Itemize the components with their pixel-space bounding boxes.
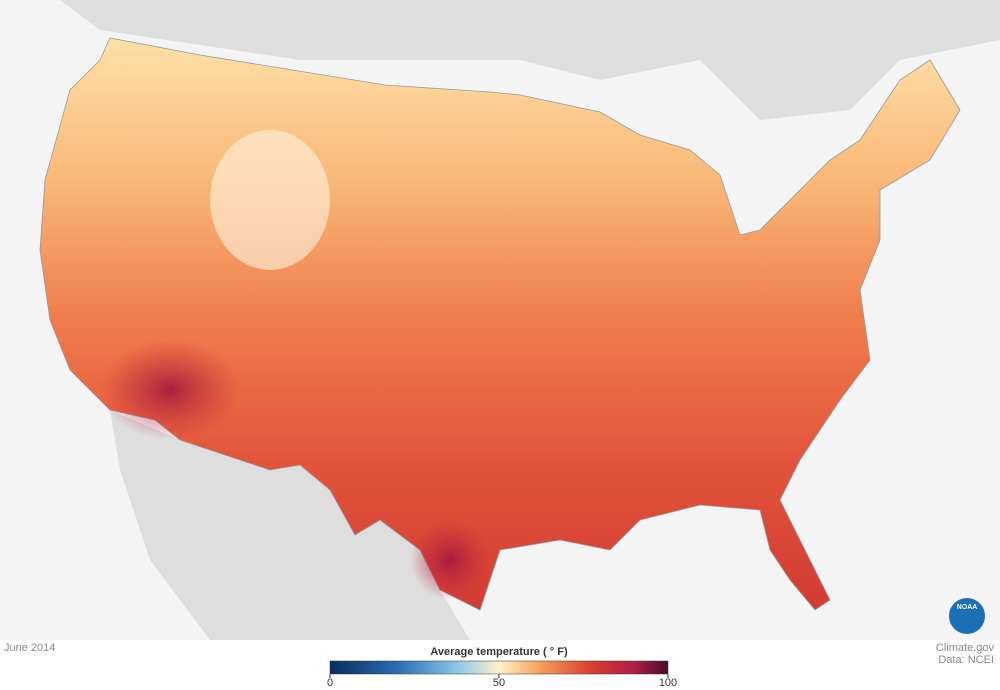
mexico [110, 410, 470, 640]
logo [949, 598, 985, 634]
hot-region [410, 520, 490, 600]
cool-region [210, 130, 330, 270]
colorbar [329, 660, 669, 675]
legend-title: Average temperature ( ° F) [430, 646, 568, 658]
canada [60, 0, 1000, 120]
caption: June 2014 [4, 642, 55, 654]
hot-region [100, 340, 240, 440]
logo-text: NOAA [957, 604, 978, 611]
tick-label: 50 [493, 677, 505, 689]
tick-label: 0 [327, 677, 333, 689]
tick-label: 100 [659, 677, 677, 689]
credit: Data: NCEI [938, 654, 994, 666]
credit: Climate.gov [936, 642, 995, 654]
